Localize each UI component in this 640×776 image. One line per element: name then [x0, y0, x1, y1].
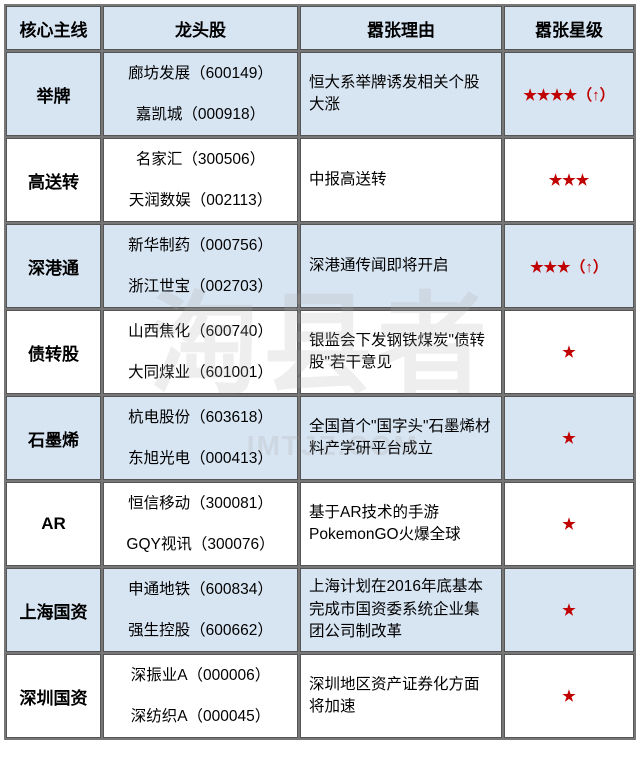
cell-stock: 申通地铁（600834）强生控股（600662）	[103, 568, 298, 652]
cell-rating: ★	[504, 654, 634, 738]
reason-text: 中报高送转	[301, 165, 501, 195]
cell-stock: 山西焦化（600740）大同煤业（601001）	[103, 310, 298, 394]
cell-stock: 廊坊发展（600149）嘉凯城（000918）	[103, 52, 298, 136]
stock-line: 大同煤业（601001）	[104, 352, 297, 393]
stock-line: 嘉凯城（000918）	[104, 94, 297, 135]
stock-line: 廊坊发展（600149）	[104, 53, 297, 94]
cell-theme: 高送转	[6, 138, 101, 222]
reason-text: 上海计划在2016年底基本完成市国资委系统企业集团公司制改革	[301, 572, 501, 647]
cell-theme: 石墨烯	[6, 396, 101, 480]
stock-line: GQY视讯（300076）	[104, 524, 297, 565]
stock-line: 杭电股份（603618）	[104, 397, 297, 438]
cell-reason: 银监会下发钢铁煤炭"债转股"若干意见	[300, 310, 502, 394]
cell-stock: 恒信移动（300081）GQY视讯（300076）	[103, 482, 298, 566]
reason-text: 深港通传闻即将开启	[301, 251, 501, 281]
cell-stock: 名家汇（300506）天润数娱（002113）	[103, 138, 298, 222]
cell-rating: ★★★	[504, 138, 634, 222]
reason-text: 银监会下发钢铁煤炭"债转股"若干意见	[301, 326, 501, 379]
cell-theme: AR	[6, 482, 101, 566]
stock-line: 天润数娱（002113）	[104, 180, 297, 221]
cell-reason: 中报高送转	[300, 138, 502, 222]
cell-theme: 举牌	[6, 52, 101, 136]
stock-line: 深振业A（000006）	[104, 655, 297, 696]
table-row: 石墨烯杭电股份（603618）东旭光电（000413）全国首个"国字头"石墨烯材…	[6, 396, 634, 480]
table-row: 深圳国资深振业A（000006）深纺织A（000045）深圳地区资产证券化方面将…	[6, 654, 634, 738]
cell-stock: 新华制药（000756）浙江世宝（002703）	[103, 224, 298, 308]
header-stock: 龙头股	[103, 6, 298, 50]
cell-rating: ★	[504, 396, 634, 480]
header-theme: 核心主线	[6, 6, 101, 50]
stock-themes-table: 核心主线 龙头股 嚣张理由 嚣张星级 举牌廊坊发展（600149）嘉凯城（000…	[4, 4, 636, 740]
stock-line: 山西焦化（600740）	[104, 311, 297, 352]
cell-theme: 债转股	[6, 310, 101, 394]
stock-line: 深纺织A（000045）	[104, 696, 297, 737]
header-reason: 嚣张理由	[300, 6, 502, 50]
table-row: AR恒信移动（300081）GQY视讯（300076）基于AR技术的手游Poke…	[6, 482, 634, 566]
cell-theme: 上海国资	[6, 568, 101, 652]
cell-reason: 深港通传闻即将开启	[300, 224, 502, 308]
cell-theme: 深港通	[6, 224, 101, 308]
table-row: 高送转名家汇（300506）天润数娱（002113）中报高送转★★★	[6, 138, 634, 222]
table-row: 债转股山西焦化（600740）大同煤业（601001）银监会下发钢铁煤炭"债转股…	[6, 310, 634, 394]
reason-text: 基于AR技术的手游PokemonGO火爆全球	[301, 498, 501, 551]
stock-line: 浙江世宝（002703）	[104, 266, 297, 307]
cell-rating: ★	[504, 310, 634, 394]
cell-reason: 深圳地区资产证券化方面将加速	[300, 654, 502, 738]
stock-line: 强生控股（600662）	[104, 610, 297, 651]
stock-line: 新华制药（000756）	[104, 225, 297, 266]
cell-theme: 深圳国资	[6, 654, 101, 738]
cell-stock: 深振业A（000006）深纺织A（000045）	[103, 654, 298, 738]
table-row: 深港通新华制药（000756）浙江世宝（002703）深港通传闻即将开启★★★（…	[6, 224, 634, 308]
cell-reason: 基于AR技术的手游PokemonGO火爆全球	[300, 482, 502, 566]
cell-stock: 杭电股份（603618）东旭光电（000413）	[103, 396, 298, 480]
cell-reason: 上海计划在2016年底基本完成市国资委系统企业集团公司制改革	[300, 568, 502, 652]
table-row: 上海国资申通地铁（600834）强生控股（600662）上海计划在2016年底基…	[6, 568, 634, 652]
stock-line: 恒信移动（300081）	[104, 483, 297, 524]
cell-rating: ★★★（↑）	[504, 224, 634, 308]
cell-rating: ★	[504, 568, 634, 652]
table-header-row: 核心主线 龙头股 嚣张理由 嚣张星级	[6, 6, 634, 50]
stock-line: 名家汇（300506）	[104, 139, 297, 180]
reason-text: 全国首个"国字头"石墨烯材料产学研平台成立	[301, 412, 501, 465]
stock-line: 申通地铁（600834）	[104, 569, 297, 610]
reason-text: 深圳地区资产证券化方面将加速	[301, 670, 501, 723]
stock-line: 东旭光电（000413）	[104, 438, 297, 479]
cell-reason: 恒大系举牌诱发相关个股大涨	[300, 52, 502, 136]
header-rating: 嚣张星级	[504, 6, 634, 50]
cell-rating: ★★★★（↑）	[504, 52, 634, 136]
reason-text: 恒大系举牌诱发相关个股大涨	[301, 68, 501, 121]
cell-reason: 全国首个"国字头"石墨烯材料产学研平台成立	[300, 396, 502, 480]
cell-rating: ★	[504, 482, 634, 566]
table-row: 举牌廊坊发展（600149）嘉凯城（000918）恒大系举牌诱发相关个股大涨★★…	[6, 52, 634, 136]
